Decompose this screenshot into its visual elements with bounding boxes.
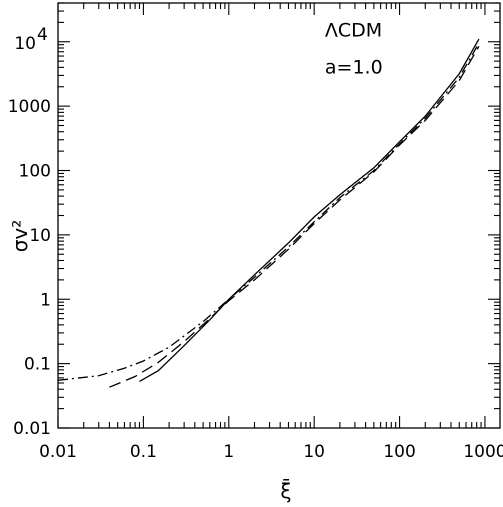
x-tick-label: 100 bbox=[383, 442, 415, 462]
x-tick-label: 1 bbox=[223, 442, 234, 462]
y-tick-label: 10 bbox=[29, 226, 51, 246]
plot-frame bbox=[57, 2, 501, 429]
x-axis-label: ξ̄ bbox=[280, 478, 291, 503]
x-tick-label: 10 bbox=[303, 442, 325, 462]
y-tick-label: 100 bbox=[19, 162, 51, 182]
y-tick-label: 0.1 bbox=[24, 355, 51, 375]
series-line-dashdot bbox=[57, 42, 480, 381]
series-line-dashed bbox=[109, 45, 480, 388]
x-tick-label: 1000 bbox=[463, 442, 503, 462]
annotation: a=1.0 bbox=[325, 56, 383, 78]
annotation: ΛCDM bbox=[325, 19, 382, 41]
y-tick-label: 0.01 bbox=[13, 419, 51, 439]
x-tick-labels: 0.01 0.1 1 10 100 1000 bbox=[39, 442, 503, 462]
y-tick-label-pow-base: 10 bbox=[14, 34, 36, 54]
x-tick-label: 0.1 bbox=[130, 442, 157, 462]
y-axis-label: σv² bbox=[8, 220, 32, 253]
y-tick-label: 1000 bbox=[8, 97, 51, 117]
y-tick-label: 1 bbox=[40, 290, 51, 310]
annotations: ΛCDM a=1.0 bbox=[325, 19, 383, 78]
y-tick-label-pow-exp: 4 bbox=[37, 25, 48, 45]
series-line-solid bbox=[139, 38, 480, 382]
x-tick-label: 0.01 bbox=[39, 442, 77, 462]
axis-ticks bbox=[57, 2, 500, 429]
series-layer bbox=[57, 38, 480, 388]
